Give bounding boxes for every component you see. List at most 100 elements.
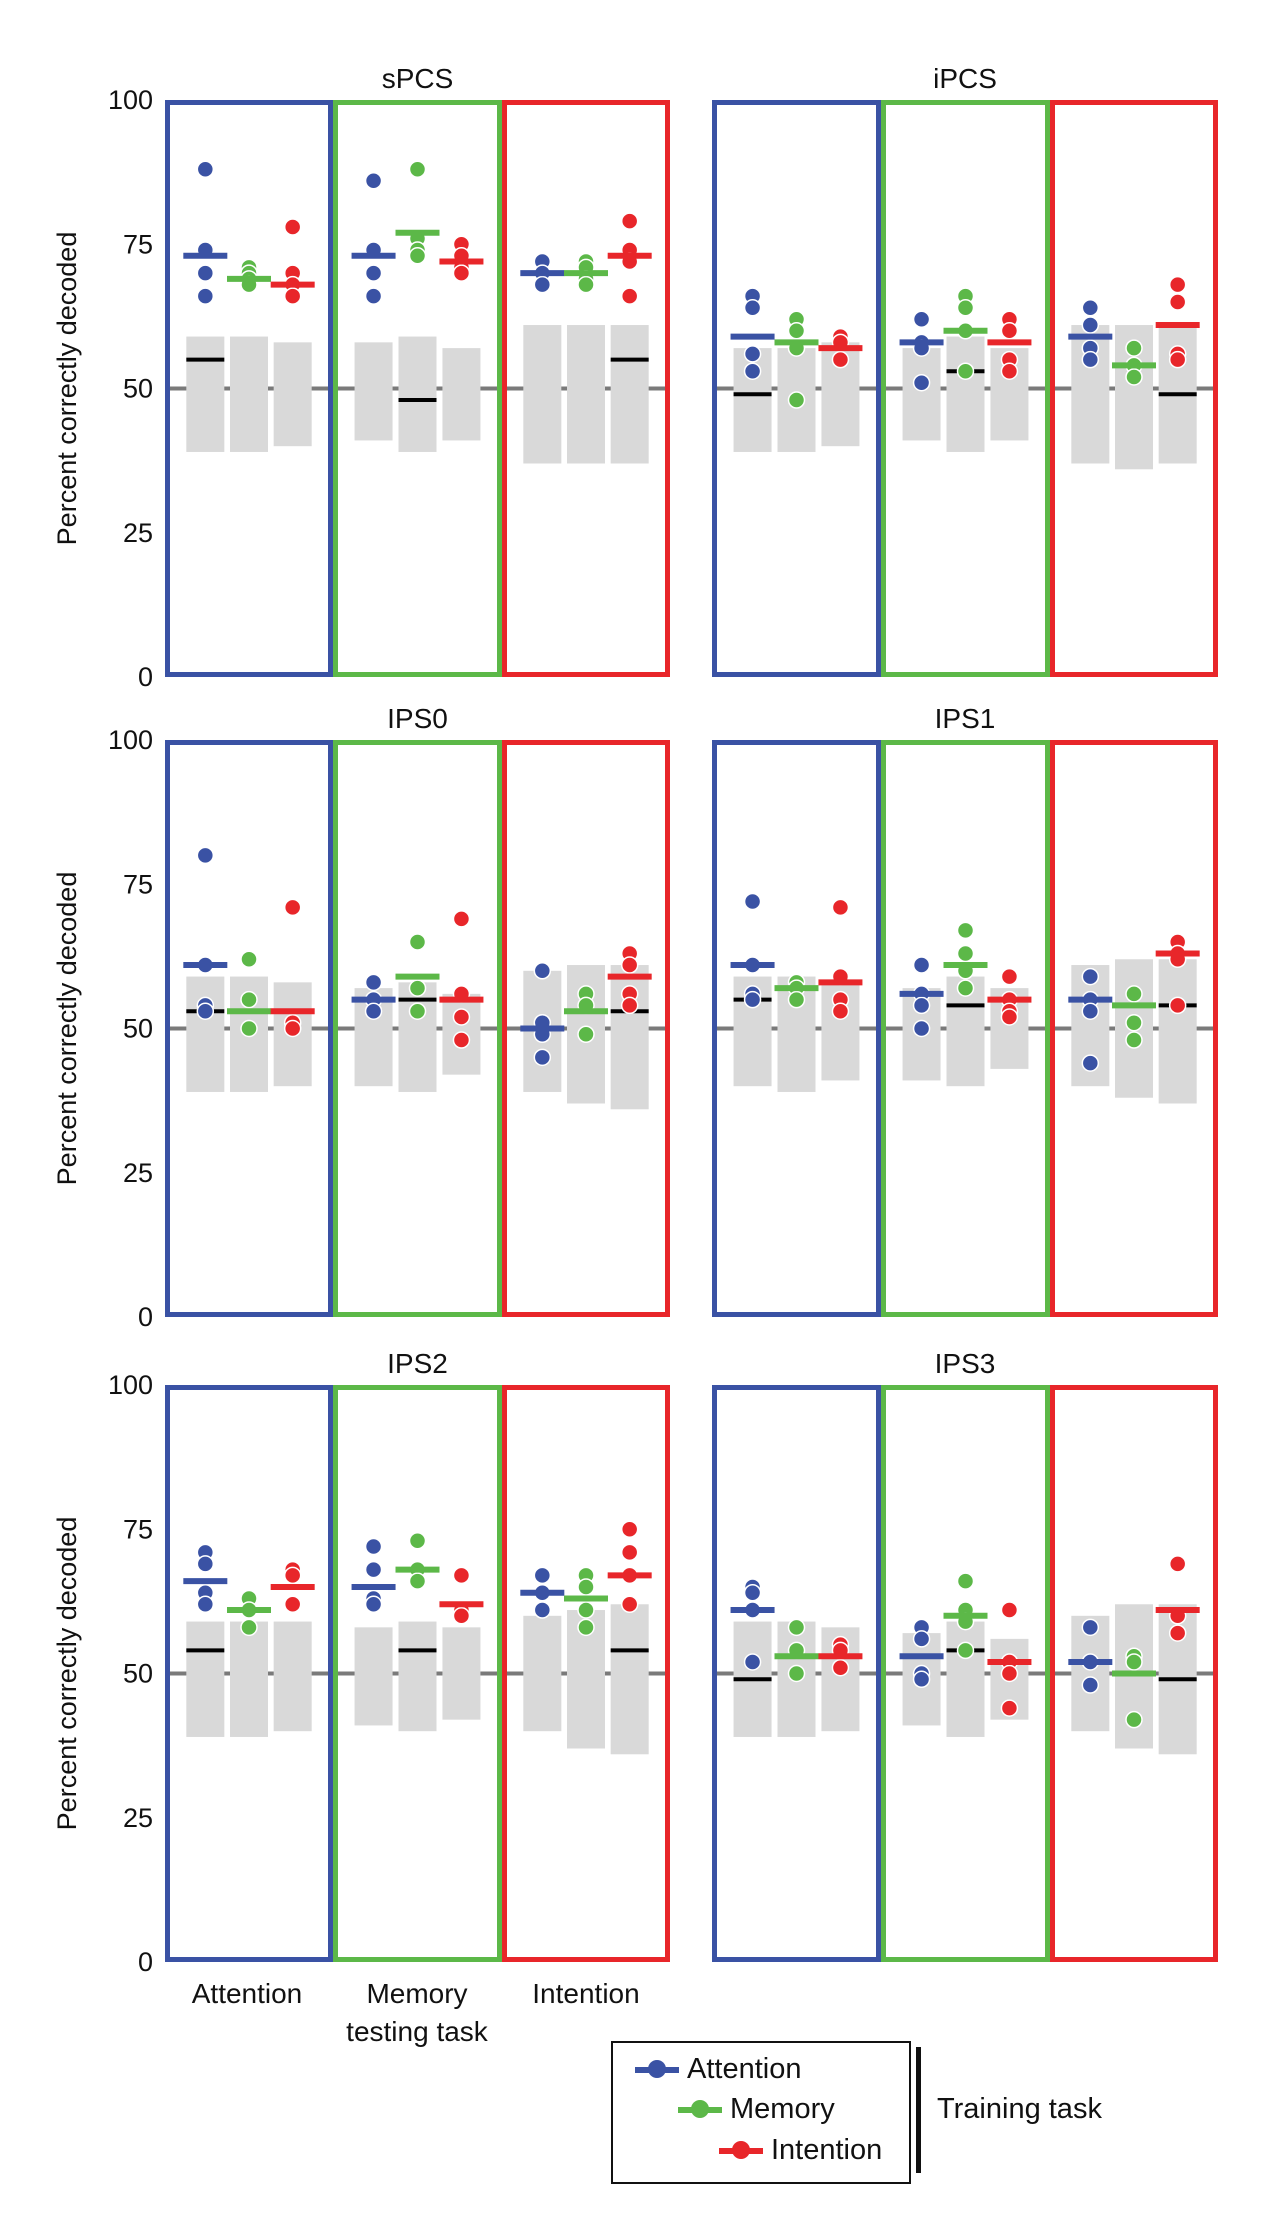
testing-task-frame-memory xyxy=(881,100,1050,677)
subject-point xyxy=(240,1618,258,1637)
null-distribution-band xyxy=(273,342,312,447)
subject-point xyxy=(1168,293,1187,311)
y-tick-label: 75 xyxy=(123,1514,153,1544)
subject-point xyxy=(1125,368,1143,386)
legend-item-intention: Intention xyxy=(719,2134,882,2167)
testing-task-frame-attention xyxy=(165,1385,333,1962)
y-tick-label: 75 xyxy=(123,869,153,899)
y-axis-label: Percent correctly decoded xyxy=(52,1517,82,1831)
panel-spcs: sPCS 0 25 50 75 100 Percent correctly decoded xyxy=(52,63,670,692)
subject-point xyxy=(1125,1710,1143,1729)
subject-point xyxy=(452,910,471,928)
testing-task-frame-intention xyxy=(502,740,670,1317)
legend: Attention Memory Intention xyxy=(611,2041,911,2184)
null-distribution-band xyxy=(610,1604,649,1755)
y-tick-label: 0 xyxy=(138,662,153,692)
y-tick-label: 50 xyxy=(123,374,153,404)
subject-point xyxy=(1125,1031,1143,1049)
subject-point xyxy=(620,287,639,305)
subject-point xyxy=(743,1653,762,1671)
subject-point xyxy=(912,373,931,392)
subject-point xyxy=(1081,1054,1100,1072)
y-tick-label: 50 xyxy=(123,1014,153,1044)
subject-point xyxy=(196,846,215,865)
y-tick-label: 100 xyxy=(108,1370,153,1400)
line-dot-marker-icon xyxy=(678,2099,722,2120)
legend-label: Intention xyxy=(771,2134,883,2166)
subject-point xyxy=(452,1031,471,1049)
null-distribution-band xyxy=(1158,959,1197,1104)
y-tick-label: 25 xyxy=(123,518,153,548)
subject-point xyxy=(956,979,975,997)
testing-task-frame-memory xyxy=(333,740,502,1317)
subject-point xyxy=(1000,1699,1019,1717)
subject-point xyxy=(408,1002,427,1020)
subject-point xyxy=(283,1566,302,1585)
legend-bracket xyxy=(916,2047,921,2173)
subject-point xyxy=(364,172,383,190)
subject-point xyxy=(1000,1008,1019,1026)
testing-task-frame-intention xyxy=(1050,740,1218,1317)
subject-point xyxy=(956,921,975,940)
subject-point xyxy=(787,1664,806,1683)
subject-point xyxy=(912,1670,931,1689)
null-distribution-band xyxy=(442,1627,481,1720)
subject-point xyxy=(577,1578,595,1596)
testing-task-frame-intention xyxy=(1050,100,1218,677)
subject-point xyxy=(1168,1624,1187,1642)
subject-point xyxy=(1081,1676,1100,1694)
null-distribution-band xyxy=(902,348,941,441)
panel-title: IPS1 xyxy=(935,703,996,734)
subject-point xyxy=(787,1618,806,1637)
null-distribution-band xyxy=(523,1615,562,1732)
null-distribution-band xyxy=(946,336,985,452)
subject-point xyxy=(1000,322,1019,340)
subject-point xyxy=(283,287,302,305)
subject-point xyxy=(912,956,931,974)
subject-point xyxy=(743,362,762,380)
null-distribution-band xyxy=(273,1621,312,1732)
null-distribution-band xyxy=(354,1627,393,1726)
subject-point xyxy=(1168,1555,1187,1573)
subject-point xyxy=(364,1002,383,1020)
subject-point xyxy=(620,956,639,974)
subject-point xyxy=(1081,316,1100,334)
testing-task-frame-attention xyxy=(712,100,881,677)
subject-point xyxy=(533,1566,552,1585)
null-distribution-band xyxy=(523,325,562,464)
legend-label: Memory xyxy=(730,2093,835,2125)
subject-point xyxy=(831,898,850,917)
null-distribution-band xyxy=(186,976,225,1092)
subject-point xyxy=(620,1543,639,1562)
subject-point xyxy=(577,1618,595,1637)
subject-point xyxy=(408,160,427,178)
y-tick-label: 25 xyxy=(123,1803,153,1833)
y-tick-label: 50 xyxy=(123,1659,153,1689)
y-axis-label: Percent correctly decoded xyxy=(52,872,82,1186)
subject-point xyxy=(533,962,552,980)
null-distribution-band xyxy=(946,1621,985,1737)
subject-point xyxy=(364,1595,383,1614)
panel-title: IPS3 xyxy=(935,1348,996,1379)
null-distribution-band xyxy=(230,1621,268,1737)
subject-point xyxy=(364,287,383,305)
testing-task-frame-memory xyxy=(333,100,502,677)
subject-point xyxy=(912,1630,931,1648)
subject-point xyxy=(787,391,806,409)
line-dot-marker-icon xyxy=(635,2059,679,2080)
subject-point xyxy=(364,1537,383,1556)
subject-point xyxy=(1168,275,1187,294)
subject-point xyxy=(408,1532,427,1550)
testing-task-frame-attention xyxy=(165,100,333,677)
null-distribution-band xyxy=(610,325,649,464)
subject-point xyxy=(1125,985,1143,1003)
subject-point xyxy=(956,362,975,380)
subject-point xyxy=(533,275,552,294)
subject-point xyxy=(452,1566,471,1585)
subject-point xyxy=(620,996,639,1015)
panel-title: IPS2 xyxy=(387,1348,448,1379)
subject-point xyxy=(240,950,258,969)
subject-point xyxy=(533,1048,552,1067)
subject-point xyxy=(283,1595,302,1614)
subject-point xyxy=(956,298,975,317)
